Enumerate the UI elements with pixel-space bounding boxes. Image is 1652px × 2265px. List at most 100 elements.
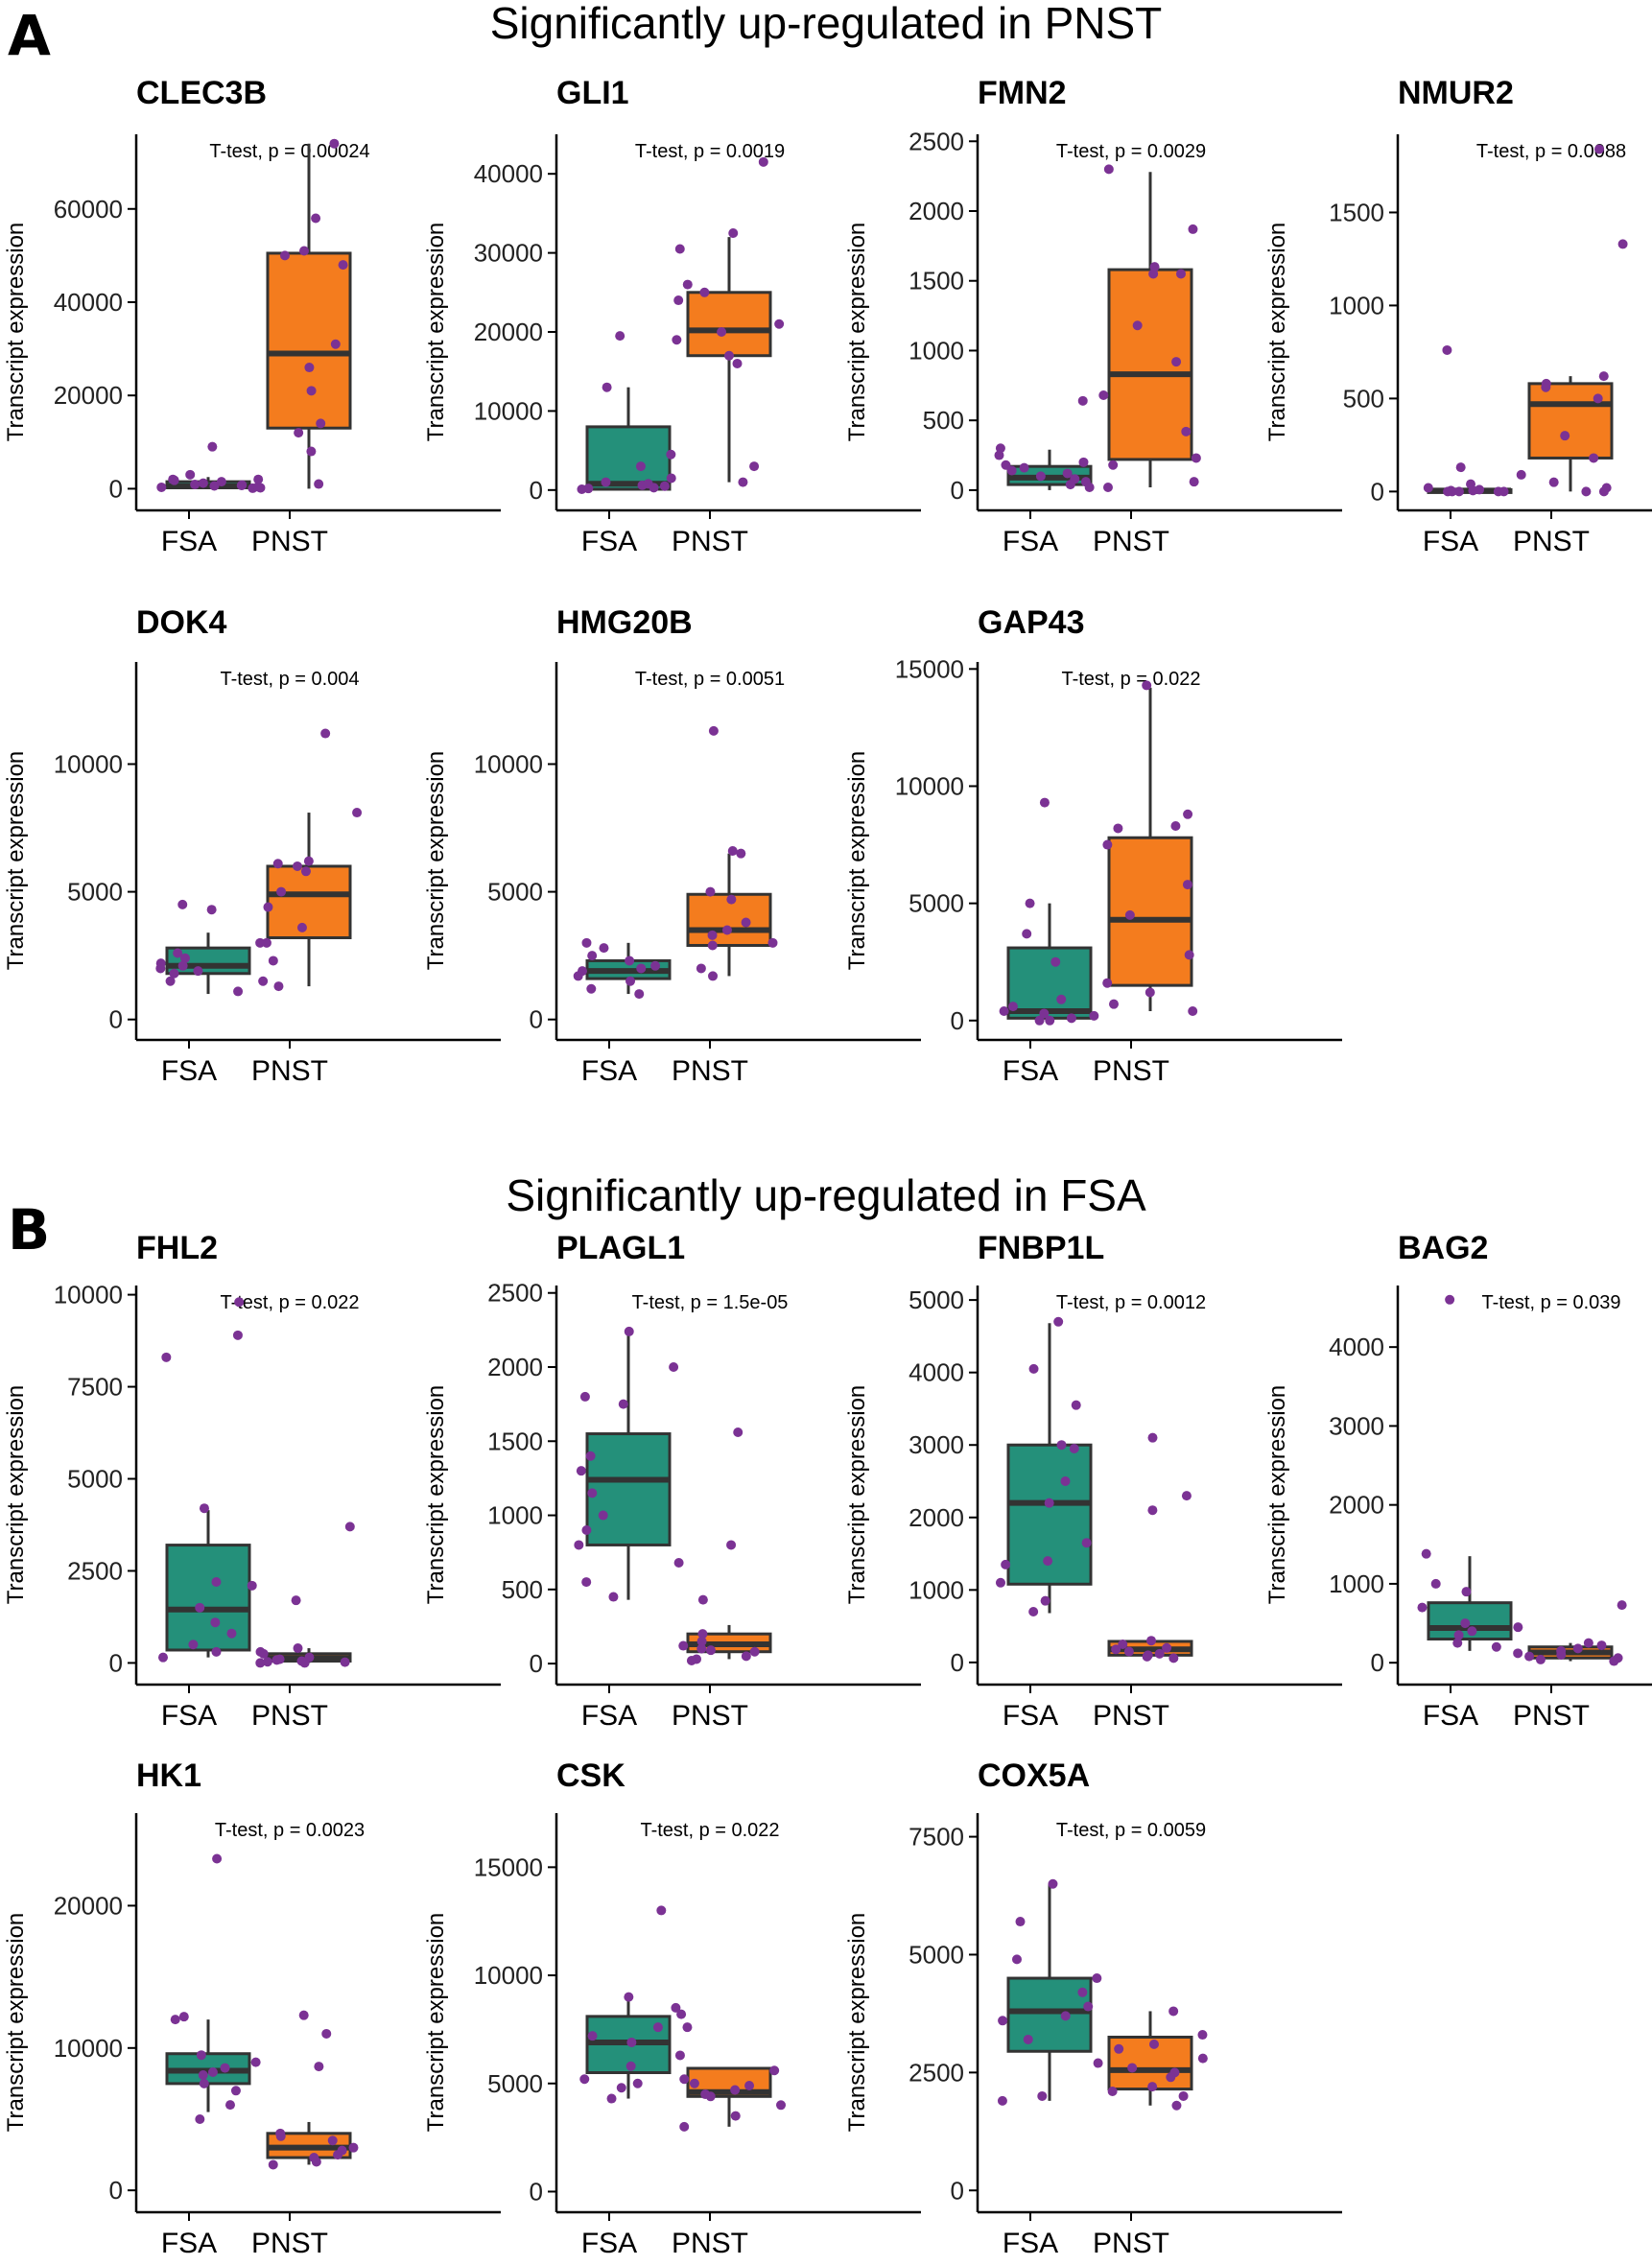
data-point bbox=[726, 894, 737, 905]
data-point bbox=[1034, 1015, 1045, 1026]
data-point bbox=[730, 2085, 741, 2095]
data-point bbox=[352, 808, 363, 818]
data-point bbox=[1453, 1630, 1464, 1640]
y-axis-label: Transcript expression bbox=[844, 1913, 870, 2133]
y-tick-label: 20000 bbox=[54, 381, 123, 410]
data-point bbox=[741, 917, 751, 928]
data-point bbox=[1535, 1654, 1546, 1664]
data-point bbox=[1019, 462, 1029, 473]
y-axis-label: Transcript expression bbox=[844, 1385, 870, 1605]
data-point bbox=[279, 250, 290, 261]
data-point bbox=[314, 479, 324, 489]
data-point bbox=[585, 1451, 596, 1461]
data-point bbox=[291, 1595, 301, 1606]
x-tick-label: FSA bbox=[1003, 1055, 1058, 1087]
p-value-annotation: T-test, p = 0.022 bbox=[1061, 669, 1200, 690]
data-point bbox=[247, 1580, 257, 1591]
data-point bbox=[624, 1992, 634, 2002]
data-point bbox=[206, 905, 217, 915]
data-point bbox=[1145, 987, 1155, 998]
data-point bbox=[1108, 460, 1119, 470]
y-tick-label: 2500 bbox=[909, 127, 964, 155]
y-axis-label: Transcript expression bbox=[3, 223, 29, 442]
data-point bbox=[1007, 1002, 1018, 1012]
data-point bbox=[624, 1326, 634, 1336]
p-value-annotation: T-test, p = 0.0059 bbox=[1056, 1820, 1206, 1841]
box-fsa bbox=[1006, 1976, 1093, 2053]
data-point bbox=[758, 156, 768, 167]
data-point bbox=[708, 971, 719, 981]
data-point bbox=[303, 856, 314, 866]
p-value-annotation: T-test, p = 0.0088 bbox=[1476, 141, 1626, 162]
y-tick-label: 0 bbox=[1371, 1648, 1384, 1677]
panel-bag2: BAG2 T-test, p = 0.039 Transcript expressi… bbox=[1264, 1230, 1652, 1732]
data-point bbox=[1442, 344, 1452, 355]
data-point bbox=[1028, 1607, 1039, 1616]
panel-title: COX5A bbox=[978, 1758, 1090, 1794]
y-tick-label: 5000 bbox=[909, 1940, 964, 1969]
data-point bbox=[195, 2113, 205, 2124]
data-point bbox=[676, 2009, 687, 2019]
panel-title: CSK bbox=[556, 1758, 625, 1794]
data-point bbox=[1572, 1643, 1583, 1654]
data-point bbox=[190, 480, 201, 490]
data-point bbox=[1445, 1294, 1455, 1305]
data-point bbox=[682, 2022, 693, 2033]
data-point bbox=[632, 2078, 643, 2088]
data-point bbox=[1453, 486, 1464, 497]
data-point bbox=[255, 483, 266, 493]
data-point bbox=[268, 956, 278, 966]
panel-title: DOK4 bbox=[136, 604, 227, 641]
section-b-title: Significantly up-regulated in FSA bbox=[506, 1170, 1146, 1220]
panel-gli1: GLI1 T-test, p = 0.0019 Transcript express… bbox=[423, 75, 921, 557]
data-point bbox=[727, 845, 738, 856]
data-point bbox=[1170, 821, 1181, 832]
p-value-annotation: T-test, p = 1.5e-05 bbox=[632, 1292, 789, 1313]
data-point bbox=[637, 480, 648, 490]
y-tick-label: 0 bbox=[530, 2177, 543, 2206]
data-point bbox=[669, 1362, 679, 1372]
data-point bbox=[1147, 1505, 1158, 1516]
data-point bbox=[1066, 1013, 1076, 1024]
data-point bbox=[1455, 462, 1466, 473]
y-tick-label: 5000 bbox=[67, 878, 123, 907]
x-tick-label: FSA bbox=[161, 1700, 217, 1732]
data-point bbox=[726, 1540, 737, 1550]
panel-nmur2: NMUR2 T-test, p = 0.0088 Transcript expres… bbox=[1264, 75, 1652, 557]
data-point bbox=[1166, 2072, 1176, 2083]
data-point bbox=[689, 2078, 699, 2088]
data-point bbox=[177, 960, 188, 971]
data-point bbox=[1593, 393, 1603, 404]
data-point bbox=[1077, 395, 1088, 406]
data-point bbox=[263, 902, 273, 912]
panel-title: HMG20B bbox=[556, 604, 693, 641]
data-point bbox=[320, 728, 331, 739]
data-point bbox=[1183, 809, 1193, 819]
data-point bbox=[296, 922, 307, 932]
y-axis-label: Transcript expression bbox=[423, 1913, 449, 2133]
data-point bbox=[1142, 680, 1152, 691]
y-axis-label: Transcript expression bbox=[844, 751, 870, 971]
data-point bbox=[601, 477, 611, 487]
data-point bbox=[997, 2095, 1007, 2106]
y-tick-label: 10000 bbox=[895, 771, 964, 800]
y-tick-label: 40000 bbox=[474, 159, 543, 188]
data-point bbox=[306, 446, 317, 457]
panel-clec3b: CLEC3B T-test, p = 0.00024 Transcript expr… bbox=[3, 75, 501, 557]
data-point bbox=[1598, 486, 1609, 497]
x-tick-label: PNST bbox=[251, 1700, 328, 1732]
data-point bbox=[333, 2150, 343, 2160]
data-point bbox=[1118, 1640, 1128, 1649]
x-tick-label: FSA bbox=[161, 526, 217, 557]
p-value-annotation: T-test, p = 0.004 bbox=[220, 669, 359, 690]
data-point bbox=[169, 475, 179, 485]
p-value-annotation: T-test, p = 0.0019 bbox=[635, 141, 785, 162]
y-tick-label: 2000 bbox=[1329, 1491, 1384, 1520]
y-tick-label: 5000 bbox=[909, 889, 964, 918]
x-tick-label: FSA bbox=[581, 2228, 637, 2259]
y-tick-label: 0 bbox=[530, 1005, 543, 1034]
y-tick-label: 40000 bbox=[54, 288, 123, 317]
data-point bbox=[1077, 1987, 1088, 1997]
data-point bbox=[1516, 469, 1526, 480]
y-tick-label: 4000 bbox=[909, 1358, 964, 1387]
